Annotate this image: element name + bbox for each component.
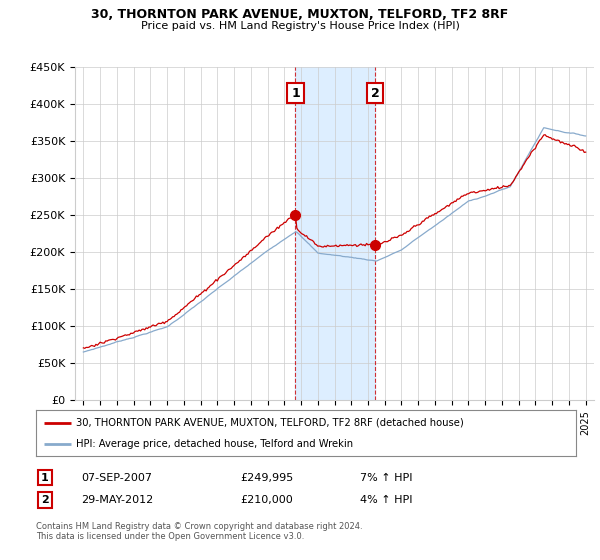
Text: Contains HM Land Registry data © Crown copyright and database right 2024.
This d: Contains HM Land Registry data © Crown c… [36,522,362,542]
Text: 1: 1 [41,473,49,483]
Text: 07-SEP-2007: 07-SEP-2007 [81,473,152,483]
Text: £210,000: £210,000 [240,495,293,505]
Text: 30, THORNTON PARK AVENUE, MUXTON, TELFORD, TF2 8RF (detached house): 30, THORNTON PARK AVENUE, MUXTON, TELFOR… [77,418,464,428]
Text: 2: 2 [41,495,49,505]
Text: 30, THORNTON PARK AVENUE, MUXTON, TELFORD, TF2 8RF: 30, THORNTON PARK AVENUE, MUXTON, TELFOR… [91,8,509,21]
Text: Price paid vs. HM Land Registry's House Price Index (HPI): Price paid vs. HM Land Registry's House … [140,21,460,31]
Text: 1: 1 [291,87,300,100]
Text: HPI: Average price, detached house, Telford and Wrekin: HPI: Average price, detached house, Telf… [77,439,353,449]
Text: 2: 2 [371,87,379,100]
Text: £249,995: £249,995 [240,473,293,483]
Text: 29-MAY-2012: 29-MAY-2012 [81,495,153,505]
Text: 7% ↑ HPI: 7% ↑ HPI [360,473,413,483]
Text: 4% ↑ HPI: 4% ↑ HPI [360,495,413,505]
Bar [295,67,375,400]
